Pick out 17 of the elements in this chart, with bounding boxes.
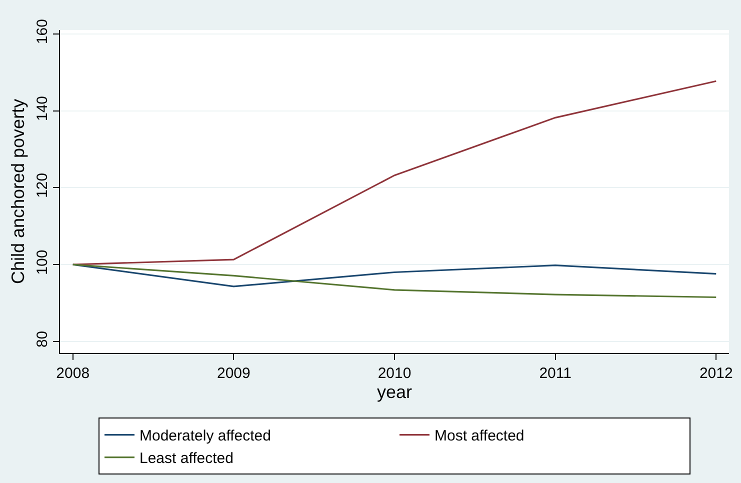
x-axis-title: year bbox=[376, 382, 412, 402]
legend-label: Moderately affected bbox=[140, 428, 271, 445]
y-tick-label: 120 bbox=[34, 172, 51, 198]
line-series bbox=[72, 80, 717, 266]
x-tick-label: 2010 bbox=[378, 365, 412, 382]
x-tick-label: 2011 bbox=[539, 365, 572, 382]
x-tick-label: 2008 bbox=[56, 365, 90, 382]
y-axis-title: Child anchored poverty bbox=[8, 98, 28, 284]
y-tick-label: 160 bbox=[34, 19, 51, 44]
x-tick-label: 2009 bbox=[216, 365, 250, 382]
legend-label: Least affected bbox=[140, 450, 234, 468]
y-tick-label: 100 bbox=[34, 250, 51, 275]
legend-label: Most affected bbox=[434, 428, 524, 445]
y-tick-label: 140 bbox=[34, 96, 51, 122]
y-tick-label: 80 bbox=[34, 330, 51, 348]
x-tick-label: 2012 bbox=[699, 365, 733, 382]
line-series bbox=[72, 264, 717, 298]
